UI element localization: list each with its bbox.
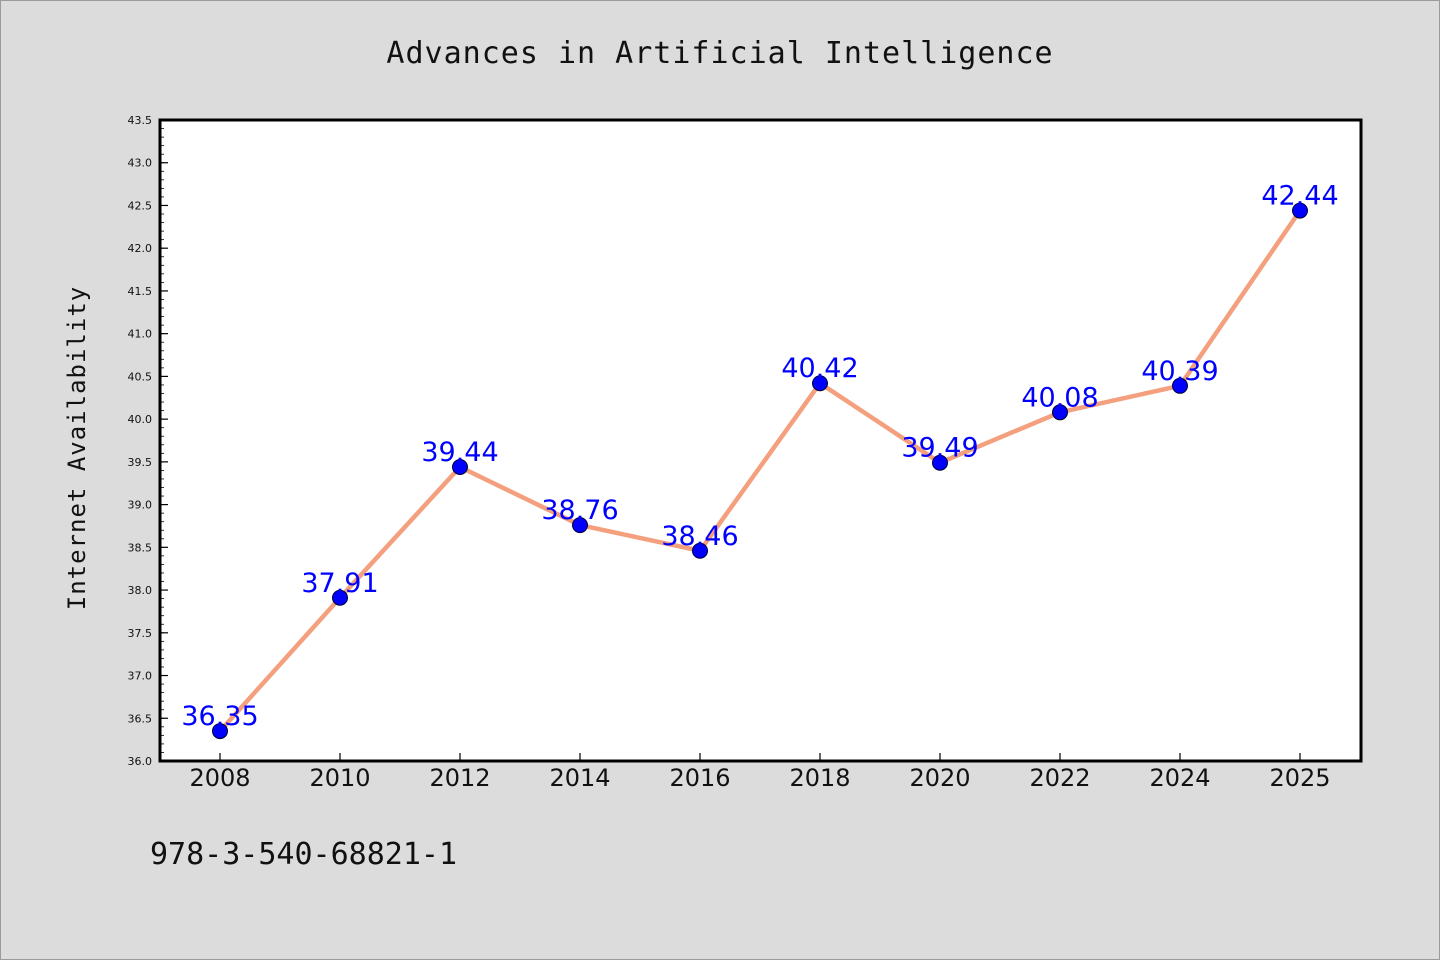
y-tick-label: 43.5 xyxy=(128,114,153,127)
y-tick-label: 38.0 xyxy=(128,584,153,597)
y-tick-label: 39.0 xyxy=(128,499,153,512)
x-tick-label: 2022 xyxy=(1029,764,1090,792)
data-point xyxy=(212,723,228,740)
y-tick-label: 37.5 xyxy=(128,627,153,640)
y-tick-label: 39.5 xyxy=(128,456,153,469)
data-point xyxy=(1292,202,1308,219)
x-tick-label: 2018 xyxy=(789,764,850,792)
x-tick-label: 2012 xyxy=(429,764,490,792)
data-point xyxy=(932,454,948,471)
x-tick-label: 2008 xyxy=(189,764,250,792)
data-label: 40.08 xyxy=(1021,382,1098,413)
data-label: 39.49 xyxy=(901,433,978,464)
footer-code: 978-3-540-68821-1 xyxy=(150,837,457,872)
y-tick-label: 36.5 xyxy=(128,712,153,725)
x-tick-label: 2016 xyxy=(669,764,730,792)
data-point xyxy=(332,589,348,606)
data-label: 39.44 xyxy=(421,437,498,468)
y-tick-label: 37.0 xyxy=(128,670,153,683)
data-point xyxy=(692,542,708,559)
y-tick-label: 41.5 xyxy=(128,285,153,298)
data-label: 40.39 xyxy=(1141,356,1218,387)
x-tick-label: 2020 xyxy=(909,764,970,792)
y-axis-label: Internet Availability xyxy=(63,286,91,610)
data-label: 38.46 xyxy=(661,521,738,552)
data-label: 37.91 xyxy=(301,568,378,599)
data-label: 42.44 xyxy=(1261,181,1338,212)
y-tick-label: 38.5 xyxy=(128,541,153,554)
x-tick-label: 2014 xyxy=(549,764,610,792)
chart-title: Advances in Artificial Intelligence xyxy=(386,36,1053,71)
x-tick-label: 2010 xyxy=(309,764,370,792)
series-line xyxy=(218,209,1302,733)
x-tick-label: 2025 xyxy=(1269,764,1330,792)
data-point xyxy=(1172,377,1188,394)
plot-area xyxy=(158,118,1363,763)
y-tick-label: 36.0 xyxy=(128,755,153,768)
series-group: 36.35 37.91 39.44 38.76 38.46 40.42 39.49 40.08… xyxy=(181,181,1339,740)
x-tick-label: 2024 xyxy=(1149,764,1210,792)
y-tick-label: 43.0 xyxy=(128,157,153,170)
data-label: 40.42 xyxy=(781,353,858,384)
data-label: 36.35 xyxy=(181,701,258,732)
x-axis-ticks: 2008 2010 2012 2014 2016 2018 2020 2022 2024 2025 xyxy=(189,753,1331,792)
data-point xyxy=(1052,404,1068,421)
data-point xyxy=(572,517,588,534)
data-point xyxy=(812,375,828,392)
data-point xyxy=(452,458,468,475)
y-tick-label: 41.0 xyxy=(128,328,153,341)
y-tick-label: 42.0 xyxy=(128,242,153,255)
y-tick-label: 42.5 xyxy=(128,199,153,212)
y-tick-label: 40.5 xyxy=(128,370,153,383)
data-label: 38.76 xyxy=(541,495,618,526)
y-axis-ticks: 36.0 36.5 37.0 37.5 38.0 38.5 39.0 39.5 40.0 40.5… xyxy=(128,114,168,768)
y-tick-label: 40.0 xyxy=(128,413,153,426)
